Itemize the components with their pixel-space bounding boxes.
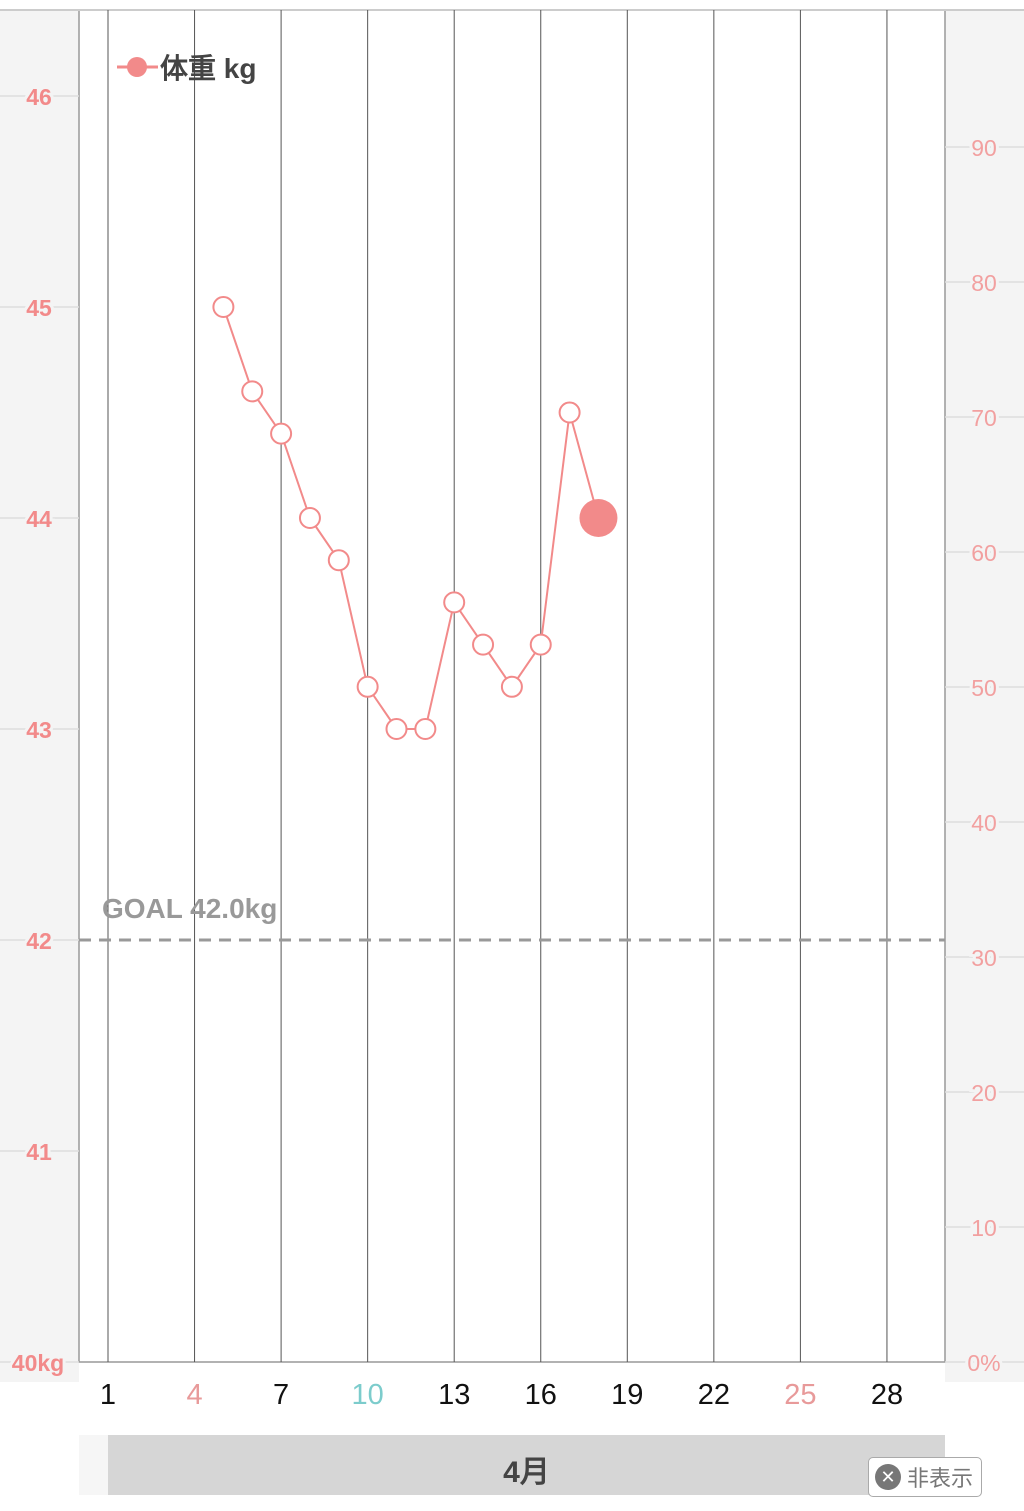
data-point-latest xyxy=(579,499,618,537)
x-tick-label: 19 xyxy=(611,1379,643,1411)
y2-tick-label: 0% xyxy=(967,1350,1000,1376)
y-tick-label: 45 xyxy=(26,295,52,321)
data-point xyxy=(558,401,581,424)
data-point xyxy=(443,591,466,614)
y2-tick-label: 10 xyxy=(971,1215,997,1241)
data-point xyxy=(472,633,495,656)
y-tick-label: 44 xyxy=(26,506,52,532)
data-point xyxy=(212,296,235,318)
month-label: 4月 xyxy=(108,1435,945,1495)
y-tick-label: 46 xyxy=(26,84,52,110)
x-tick-label: 4 xyxy=(186,1379,202,1411)
data-point xyxy=(500,675,523,698)
legend-label: 体重 kg xyxy=(160,53,256,84)
data-point xyxy=(298,507,321,529)
data-point xyxy=(270,422,293,445)
x-tick-label: 16 xyxy=(525,1379,557,1411)
legend-marker xyxy=(127,57,147,77)
month-bar-left xyxy=(79,1435,108,1495)
left-axis-panel xyxy=(0,10,79,1382)
hide-button[interactable]: ✕ 非表示 xyxy=(868,1457,982,1497)
hide-label: 非表示 xyxy=(907,1466,974,1491)
data-point xyxy=(414,718,437,740)
x-tick-label: 28 xyxy=(871,1379,903,1411)
y-tick-label: 43 xyxy=(26,717,52,743)
data-point xyxy=(241,380,264,403)
data-point xyxy=(385,718,408,740)
close-circle-icon: ✕ xyxy=(875,1464,901,1490)
y2-tick-label: 90 xyxy=(971,135,997,161)
y2-tick-label: 80 xyxy=(971,270,997,296)
y2-tick-label: 60 xyxy=(971,540,997,566)
x-tick-label: 22 xyxy=(698,1379,730,1411)
right-axis-panel xyxy=(945,10,1024,1382)
y-tick-label: 40kg xyxy=(12,1350,64,1376)
y2-tick-label: 50 xyxy=(971,675,997,701)
x-tick-label: 10 xyxy=(352,1379,384,1411)
x-tick-label: 13 xyxy=(438,1379,470,1411)
x-tick-label: 7 xyxy=(273,1379,289,1411)
y2-tick-label: 20 xyxy=(971,1080,997,1106)
y-tick-label: 41 xyxy=(26,1139,52,1165)
data-point xyxy=(356,675,379,698)
y2-tick-label: 40 xyxy=(971,810,997,836)
goal-label: GOAL 42.0kg xyxy=(102,893,277,924)
y2-tick-label: 30 xyxy=(971,945,997,971)
x-tick-label: 25 xyxy=(784,1379,816,1411)
data-point xyxy=(327,549,350,572)
x-tick-label: 1 xyxy=(100,1379,116,1411)
y-tick-label: 42 xyxy=(26,928,52,954)
data-point xyxy=(529,633,552,656)
y2-tick-label: 70 xyxy=(971,405,997,431)
